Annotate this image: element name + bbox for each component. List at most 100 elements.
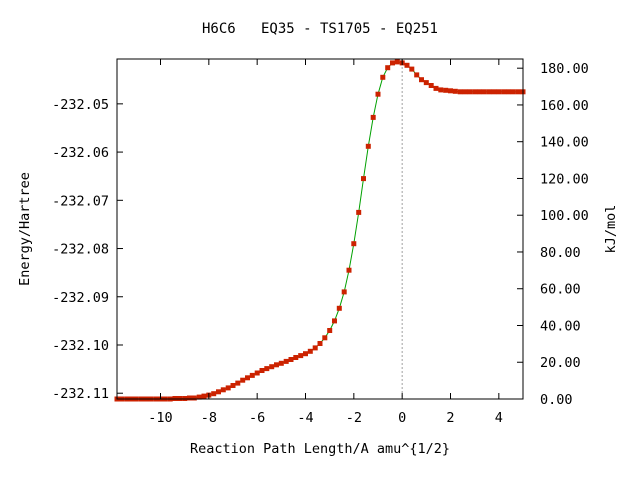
data-point bbox=[235, 380, 241, 386]
y2-tick-label: 120.00 bbox=[540, 171, 589, 187]
data-point bbox=[409, 66, 415, 72]
data-point bbox=[428, 83, 434, 88]
y-tick-label: -232.10 bbox=[52, 338, 109, 354]
data-point bbox=[501, 89, 507, 95]
chart-title: H6C6 EQ35 - TS1705 - EQ251 bbox=[202, 21, 438, 37]
y2-tick-label: 160.00 bbox=[540, 98, 589, 114]
y2-tick-label: 0.00 bbox=[540, 392, 573, 408]
y2-tick-label: 60.00 bbox=[540, 282, 581, 298]
data-point bbox=[317, 341, 323, 346]
data-point bbox=[341, 289, 347, 295]
data-point bbox=[443, 87, 449, 93]
data-point bbox=[332, 318, 337, 324]
data-point bbox=[462, 89, 468, 95]
y2-tick-label: 80.00 bbox=[540, 245, 581, 261]
data-point bbox=[220, 387, 226, 393]
x-axis-label: Reaction Path Length/A amu^{1/2} bbox=[190, 441, 450, 457]
x-tick-label: 4 bbox=[495, 410, 503, 426]
x-tick-label: 0 bbox=[398, 410, 406, 426]
data-point bbox=[307, 348, 313, 354]
data-point bbox=[283, 358, 289, 364]
data-point bbox=[191, 395, 197, 401]
data-point bbox=[293, 355, 299, 360]
series-line bbox=[117, 61, 523, 400]
data-point bbox=[225, 385, 231, 391]
y-tick-label: -232.08 bbox=[52, 242, 109, 258]
data-point bbox=[259, 368, 265, 373]
data-point bbox=[506, 89, 511, 95]
data-point bbox=[515, 89, 521, 95]
x-tick-label: -4 bbox=[297, 410, 313, 426]
data-point bbox=[375, 91, 381, 97]
data-point bbox=[365, 143, 371, 149]
data-point bbox=[298, 353, 304, 359]
data-point bbox=[481, 89, 487, 95]
y2-axis-label: kJ/mol bbox=[603, 205, 619, 254]
data-point bbox=[457, 89, 463, 95]
data-point bbox=[346, 267, 352, 273]
data-point bbox=[274, 362, 279, 368]
data-point bbox=[404, 62, 410, 68]
data-point bbox=[230, 383, 236, 388]
data-point bbox=[433, 85, 439, 91]
data-point bbox=[496, 89, 502, 95]
data-point bbox=[438, 87, 444, 93]
data-point bbox=[467, 89, 473, 95]
data-point bbox=[254, 370, 260, 376]
data-point bbox=[361, 176, 366, 182]
axes: -10 -8 -6 -4 -2 0 2 4 -232.11 -232.10 -232.09 -232.… bbox=[52, 59, 589, 426]
data-point bbox=[510, 89, 516, 95]
y-tick-label: -232.09 bbox=[52, 290, 109, 306]
data-point bbox=[312, 345, 318, 351]
data-point bbox=[477, 89, 482, 95]
plot-frame bbox=[116, 58, 524, 400]
data-point bbox=[414, 72, 420, 78]
data-point bbox=[269, 364, 275, 370]
data-point bbox=[201, 393, 207, 399]
data-point bbox=[356, 209, 362, 215]
y-axis-label: Energy/Hartree bbox=[17, 172, 33, 286]
data-point bbox=[472, 89, 478, 95]
x-tick-label: 2 bbox=[446, 410, 454, 426]
y-tick-label: -232.07 bbox=[52, 193, 109, 209]
y2-tick-label: 140.00 bbox=[540, 135, 589, 151]
data-point bbox=[187, 395, 192, 401]
data-point bbox=[385, 65, 391, 71]
data-point bbox=[264, 366, 270, 372]
data-point bbox=[196, 394, 202, 400]
data-point bbox=[486, 89, 492, 95]
data-point bbox=[322, 335, 328, 341]
x-tick-label: -6 bbox=[249, 410, 265, 426]
y2-tick-label: 100.00 bbox=[540, 208, 589, 224]
x-tick-label: -8 bbox=[201, 410, 217, 426]
data-point bbox=[394, 59, 400, 65]
data-point bbox=[288, 357, 294, 362]
data-point bbox=[491, 89, 497, 95]
data-point bbox=[249, 372, 255, 378]
y-tick-label: -232.06 bbox=[52, 145, 109, 161]
data-point bbox=[303, 351, 308, 357]
data-point bbox=[211, 391, 217, 397]
y-tick-label: -232.11 bbox=[52, 386, 109, 402]
data-point bbox=[452, 88, 458, 94]
data-point bbox=[390, 60, 395, 66]
plot-area bbox=[114, 59, 526, 402]
data-point bbox=[380, 74, 386, 80]
data-point bbox=[448, 88, 453, 94]
data-point bbox=[423, 80, 429, 86]
y2-tick-label: 40.00 bbox=[540, 318, 581, 334]
x-tick-label: -10 bbox=[148, 410, 172, 426]
y2-tick-label: 180.00 bbox=[540, 61, 589, 77]
y2-tick-label: 20.00 bbox=[540, 355, 581, 371]
x-tick-label: -2 bbox=[346, 410, 362, 426]
data-point bbox=[216, 389, 221, 395]
data-point bbox=[240, 377, 246, 383]
data-point bbox=[419, 77, 424, 83]
data-point bbox=[370, 114, 376, 120]
data-point bbox=[336, 305, 342, 311]
data-point bbox=[245, 375, 250, 381]
data-point bbox=[351, 241, 357, 247]
data-point bbox=[278, 360, 284, 366]
y-tick-label: -232.05 bbox=[52, 97, 109, 113]
